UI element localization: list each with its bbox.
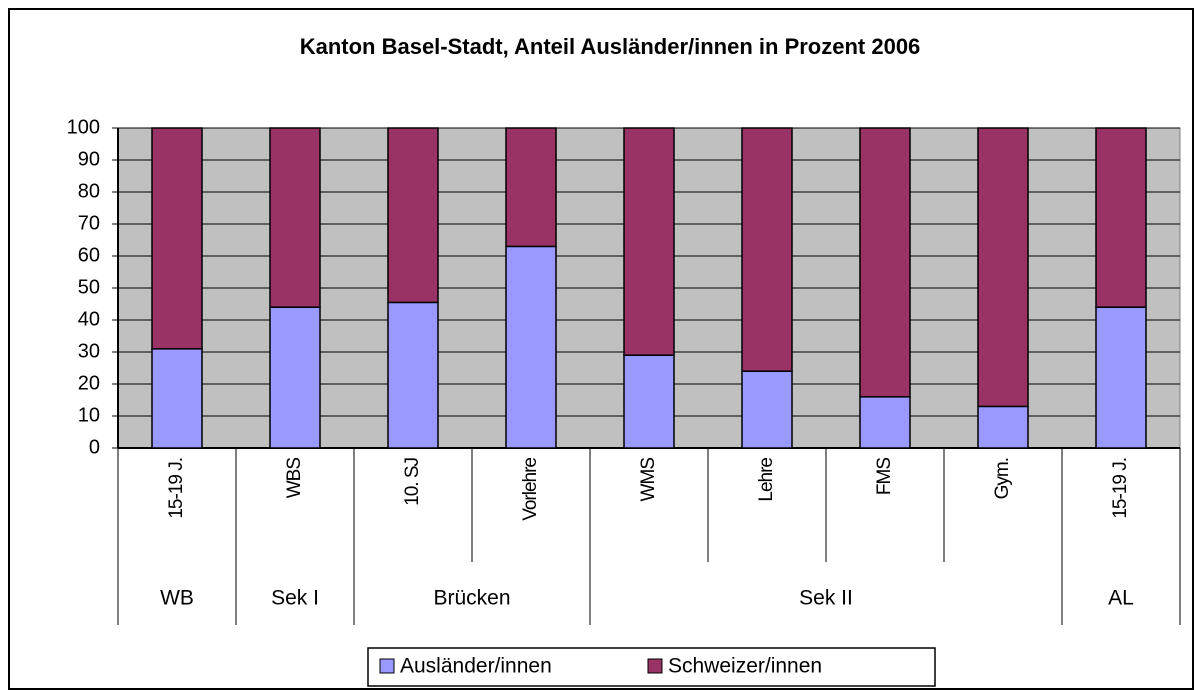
bar-segment (269, 306, 321, 449)
bar-segment (977, 127, 1029, 408)
group-label: WB (160, 587, 194, 610)
x-tick-label: 10. SJ (402, 458, 423, 506)
y-tick-label: 10 (78, 404, 100, 426)
x-tick-label: 15-19 J. (166, 458, 187, 519)
legend-label: Schweizer/innen (668, 655, 822, 678)
bar-segment (859, 127, 911, 398)
x-tick-label: WBS (284, 458, 305, 499)
legend-box (367, 647, 936, 687)
x-tick-label: Gym. (992, 458, 1013, 499)
x-tick-label: Lehre (756, 458, 777, 502)
bar-segment (741, 127, 793, 372)
bar-segment (387, 127, 439, 304)
x-tick-label: 15-19 J. (1110, 458, 1131, 519)
legend-swatch (647, 658, 663, 674)
bar-segment (505, 127, 557, 248)
group-label: Sek II (799, 587, 853, 610)
y-tick-label: 60 (78, 244, 100, 266)
y-tick-label: 40 (78, 308, 100, 330)
bar-segment (741, 370, 793, 449)
chart-title: Kanton Basel-Stadt, Anteil Ausländer/inn… (300, 34, 921, 59)
y-tick-label: 90 (78, 148, 100, 170)
y-tick-label: 20 (78, 372, 100, 394)
bar-segment (977, 405, 1029, 449)
bar-segment (1095, 127, 1147, 308)
y-tick-label: 30 (78, 340, 100, 362)
bar-segment (1095, 306, 1147, 449)
bar-segment (859, 396, 911, 449)
bar-segment (623, 354, 675, 449)
y-tick-label: 100 (67, 116, 100, 138)
x-tick-label: WMS (638, 458, 659, 502)
bar-segment (623, 127, 675, 356)
legend-label: Ausländer/innen (400, 655, 552, 678)
x-tick-label: Vorlehre (520, 458, 541, 521)
x-tick-label: FMS (874, 458, 895, 495)
y-tick-label: 80 (78, 180, 100, 202)
bar-segment (505, 245, 557, 449)
bar-segment (151, 127, 203, 350)
group-label: AL (1108, 587, 1134, 610)
group-label: Sek I (271, 587, 319, 610)
group-label: Brücken (433, 587, 510, 610)
y-tick-label: 70 (78, 212, 100, 234)
y-tick-label: 50 (78, 276, 100, 298)
y-tick-label: 0 (89, 436, 100, 458)
bar-segment (269, 127, 321, 308)
legend-swatch (379, 658, 395, 674)
bar-segment (151, 348, 203, 449)
bar-segment (387, 301, 439, 449)
